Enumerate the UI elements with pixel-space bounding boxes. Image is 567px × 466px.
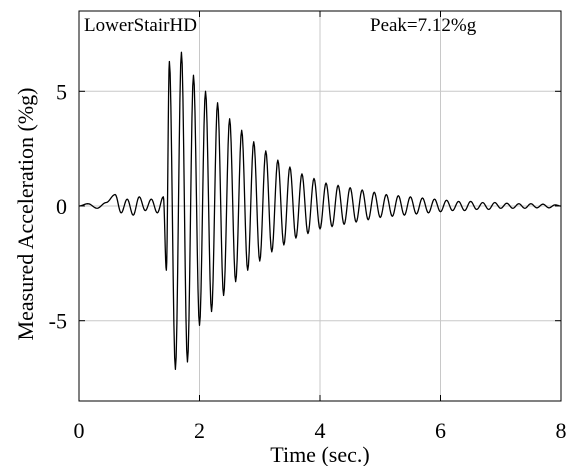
y-tick-label: 5	[56, 79, 67, 104]
y-tick-label: 0	[56, 194, 67, 219]
grid-lines	[79, 11, 561, 401]
y-tick-label: -5	[49, 309, 67, 334]
y-axis-label: Measured Acceleration (%g)	[13, 88, 38, 341]
acceleration-series-line	[78, 51, 562, 370]
tick-labels: 0 2 4 6 8 5 0 -5	[49, 79, 567, 443]
x-tick-label: 4	[315, 418, 326, 443]
x-axis-label: Time (sec.)	[270, 442, 369, 466]
x-tick-label: 8	[556, 418, 567, 443]
x-tick-label: 6	[435, 418, 446, 443]
x-tick-label: 0	[74, 418, 85, 443]
chart-title: LowerStairHD	[84, 15, 197, 36]
peak-annotation: Peak=7.12%g	[370, 15, 477, 36]
x-tick-label: 2	[194, 418, 205, 443]
tick-marks	[78, 11, 562, 401]
plot-line-group	[78, 51, 562, 370]
